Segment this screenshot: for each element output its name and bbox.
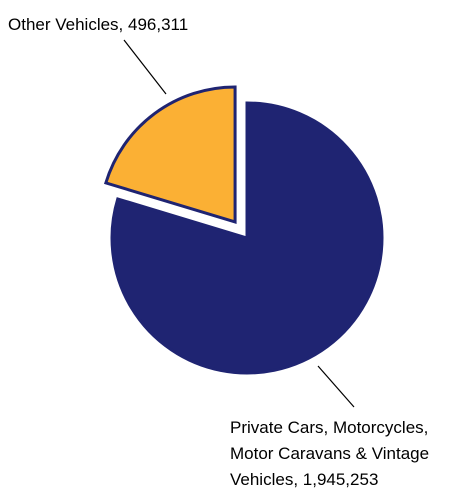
leader-line-other-vehicles [123,39,167,95]
data-label-private-cars: Private Cars, Motorcycles, Motor Caravan… [230,418,434,489]
data-label-private-cars-line-2: Motor Caravans & Vintage [230,444,429,463]
pie-slice-private-cars [110,101,384,375]
pie-slices [103,85,384,375]
data-label-private-cars-line-3: Vehicles, 1,945,253 [230,470,378,489]
pie-slice-other-vehicles [103,85,237,224]
leader-lines [123,39,355,408]
leader-line-private-cars [317,365,355,408]
data-label-other-vehicles: Other Vehicles, 496,311 [8,15,188,34]
data-label-other-vehicles-line-1: Other Vehicles, 496,311 [8,15,188,34]
data-labels: Other Vehicles, 496,311 Private Cars, Mo… [8,15,434,489]
data-label-private-cars-line-1: Private Cars, Motorcycles, [230,418,428,437]
